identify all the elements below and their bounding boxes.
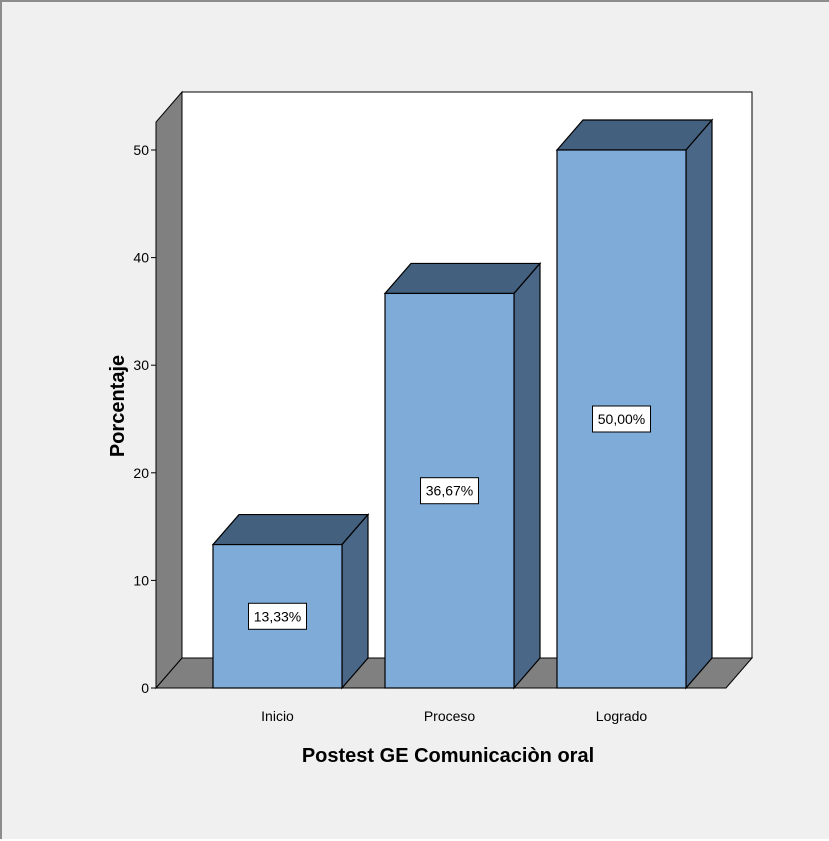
data-label: 13,33% — [248, 602, 307, 630]
bar — [211, 512, 370, 690]
data-label-box — [420, 477, 479, 505]
data-label: 36,67% — [420, 477, 479, 505]
data-labels: 13,33% 36,67% 50,00% — [248, 405, 651, 630]
data-label: 50,00% — [592, 405, 651, 433]
y-tick-label: 20 — [133, 465, 149, 481]
y-tick-label: 0 — [141, 680, 149, 696]
x-tick-label: Logrado — [596, 708, 648, 724]
y-tick-label: 30 — [133, 357, 149, 373]
y-tick-label: 50 — [133, 142, 149, 158]
y-tick-label: 40 — [133, 250, 149, 266]
data-label-text: 36,67% — [426, 483, 473, 499]
data-label-text: 13,33% — [254, 608, 301, 624]
y-axis-title: Porcentaje — [107, 355, 129, 457]
bar-side — [341, 512, 369, 690]
x-tick-label: Inicio — [261, 708, 294, 724]
bar — [555, 118, 714, 690]
x-tick-label: Proceso — [424, 708, 476, 724]
bar-side — [685, 118, 713, 690]
side-wall — [155, 90, 183, 690]
bar — [383, 261, 542, 690]
bar-top — [555, 119, 714, 151]
bar-top — [211, 513, 370, 546]
data-label-box — [592, 405, 651, 433]
data-label-text: 50,00% — [598, 411, 645, 427]
y-axis: 0 10 20 30 40 50 — [133, 142, 156, 696]
data-label-box — [248, 602, 307, 630]
x-axis: Inicio Proceso Logrado — [261, 708, 647, 724]
y-tick-label: 10 — [133, 572, 149, 588]
x-axis-title: Postest GE Comunicaciòn oral — [302, 745, 594, 767]
bar-top — [383, 262, 542, 295]
bar-side — [513, 261, 541, 690]
